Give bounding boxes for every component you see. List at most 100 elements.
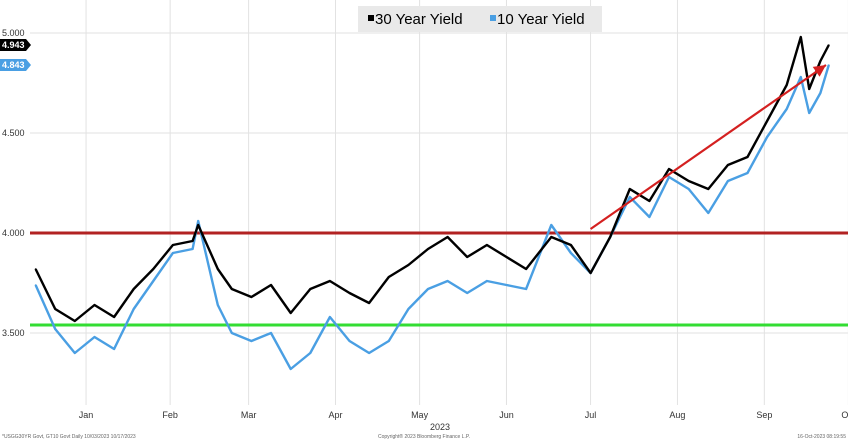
trend-arrow-line xyxy=(589,64,827,230)
data-point xyxy=(132,308,135,310)
data-point xyxy=(505,256,508,258)
x-axis-label: 2023 xyxy=(430,422,450,432)
footer-right-text: 16-Oct-2023 08:19:55 xyxy=(797,434,846,440)
data-point xyxy=(132,288,135,290)
y-tick-label: 4.500 xyxy=(2,128,25,138)
data-point xyxy=(819,60,822,62)
legend-label: 10 Year Yield xyxy=(497,11,585,28)
data-point xyxy=(309,288,312,290)
data-point xyxy=(827,44,830,46)
data-point xyxy=(827,64,830,66)
data-point xyxy=(687,180,690,182)
data-point xyxy=(505,284,508,286)
series-line xyxy=(34,64,830,371)
y-tick-label: 3.500 xyxy=(2,328,25,338)
data-point xyxy=(368,352,370,354)
axes: 3.500 4.000 4.500 5.000 4.943 4.843 Jan Feb Mar A… xyxy=(0,28,848,432)
data-point xyxy=(525,288,527,290)
data-point xyxy=(570,244,572,246)
data-point xyxy=(707,212,710,214)
x-tick-label: Mar xyxy=(241,410,257,420)
data-point xyxy=(93,336,96,338)
data-point xyxy=(348,292,351,294)
data-point xyxy=(819,92,822,94)
data-point xyxy=(648,216,651,218)
data-point xyxy=(668,176,670,178)
data-point xyxy=(446,236,449,238)
x-tick-label: Oct xyxy=(841,410,848,420)
data-point xyxy=(34,268,37,270)
badge-shape xyxy=(0,39,31,51)
last-value-label: 4.843 xyxy=(2,60,25,70)
data-point xyxy=(74,320,76,322)
legend: 30 Year Yield 10 Year Yield xyxy=(358,6,602,32)
data-point xyxy=(407,264,410,266)
data-point xyxy=(329,280,331,282)
data-point xyxy=(609,236,611,238)
data-point xyxy=(250,296,253,298)
data-point xyxy=(289,368,292,370)
data-point xyxy=(407,308,410,310)
data-point xyxy=(309,352,312,354)
data-point xyxy=(746,156,749,158)
data-point xyxy=(191,240,194,242)
x-tick-label: Jul xyxy=(585,410,597,420)
y-tick-label: 5.000 xyxy=(2,28,25,38)
x-tick-label: Jun xyxy=(499,410,514,420)
data-point xyxy=(525,268,527,270)
footer-left-text: *USGG30YR Govt, GT10 Govt Daily 10/03/20… xyxy=(2,434,136,440)
legend-swatch xyxy=(490,15,496,21)
data-point xyxy=(172,252,174,254)
data-point xyxy=(727,164,729,166)
data-point xyxy=(628,196,631,198)
data-point xyxy=(589,272,592,274)
data-point xyxy=(427,288,429,290)
data-point xyxy=(270,332,272,334)
trend-arrow-head xyxy=(812,65,826,77)
data-point xyxy=(54,308,57,310)
data-point xyxy=(74,352,76,354)
data-point xyxy=(230,288,233,290)
data-point xyxy=(216,268,219,270)
data-point xyxy=(648,200,651,202)
data-point xyxy=(746,172,749,174)
data-point xyxy=(152,280,155,282)
y-tick-label: 4.000 xyxy=(2,228,25,238)
data-point xyxy=(191,248,194,250)
data-point xyxy=(348,340,351,342)
data-point xyxy=(93,304,96,306)
data-point xyxy=(628,188,631,190)
data-point xyxy=(387,340,390,342)
data-point xyxy=(707,188,710,190)
data-point xyxy=(550,236,553,238)
data-point xyxy=(427,248,429,250)
x-tick-label: Feb xyxy=(162,410,178,420)
x-tick-label: May xyxy=(411,410,429,420)
trend-arrow xyxy=(589,64,827,230)
footer-center-text: Copyright® 2023 Bloomberg Finance L.P. xyxy=(378,433,470,440)
reference-lines xyxy=(30,231,848,327)
data-point xyxy=(446,280,449,282)
data-point xyxy=(113,348,115,350)
data-point xyxy=(570,252,572,254)
data-point xyxy=(486,244,488,246)
x-tick-label: Aug xyxy=(669,410,685,420)
data-point xyxy=(216,304,219,306)
last-value-badge: 4.943 xyxy=(0,39,31,51)
series-line xyxy=(34,35,830,323)
series-lines xyxy=(34,35,830,371)
data-point xyxy=(197,220,199,222)
data-point xyxy=(54,328,57,330)
data-point xyxy=(250,340,253,342)
data-point xyxy=(727,180,729,182)
data-point xyxy=(34,284,37,286)
badge-shape xyxy=(0,59,31,71)
footer: *USGG30YR Govt, GT10 Govt Daily 10/03/20… xyxy=(2,433,846,440)
data-point xyxy=(270,284,272,286)
data-point xyxy=(550,224,553,226)
legend-label: 30 Year Yield xyxy=(375,11,463,28)
data-point xyxy=(785,108,788,110)
